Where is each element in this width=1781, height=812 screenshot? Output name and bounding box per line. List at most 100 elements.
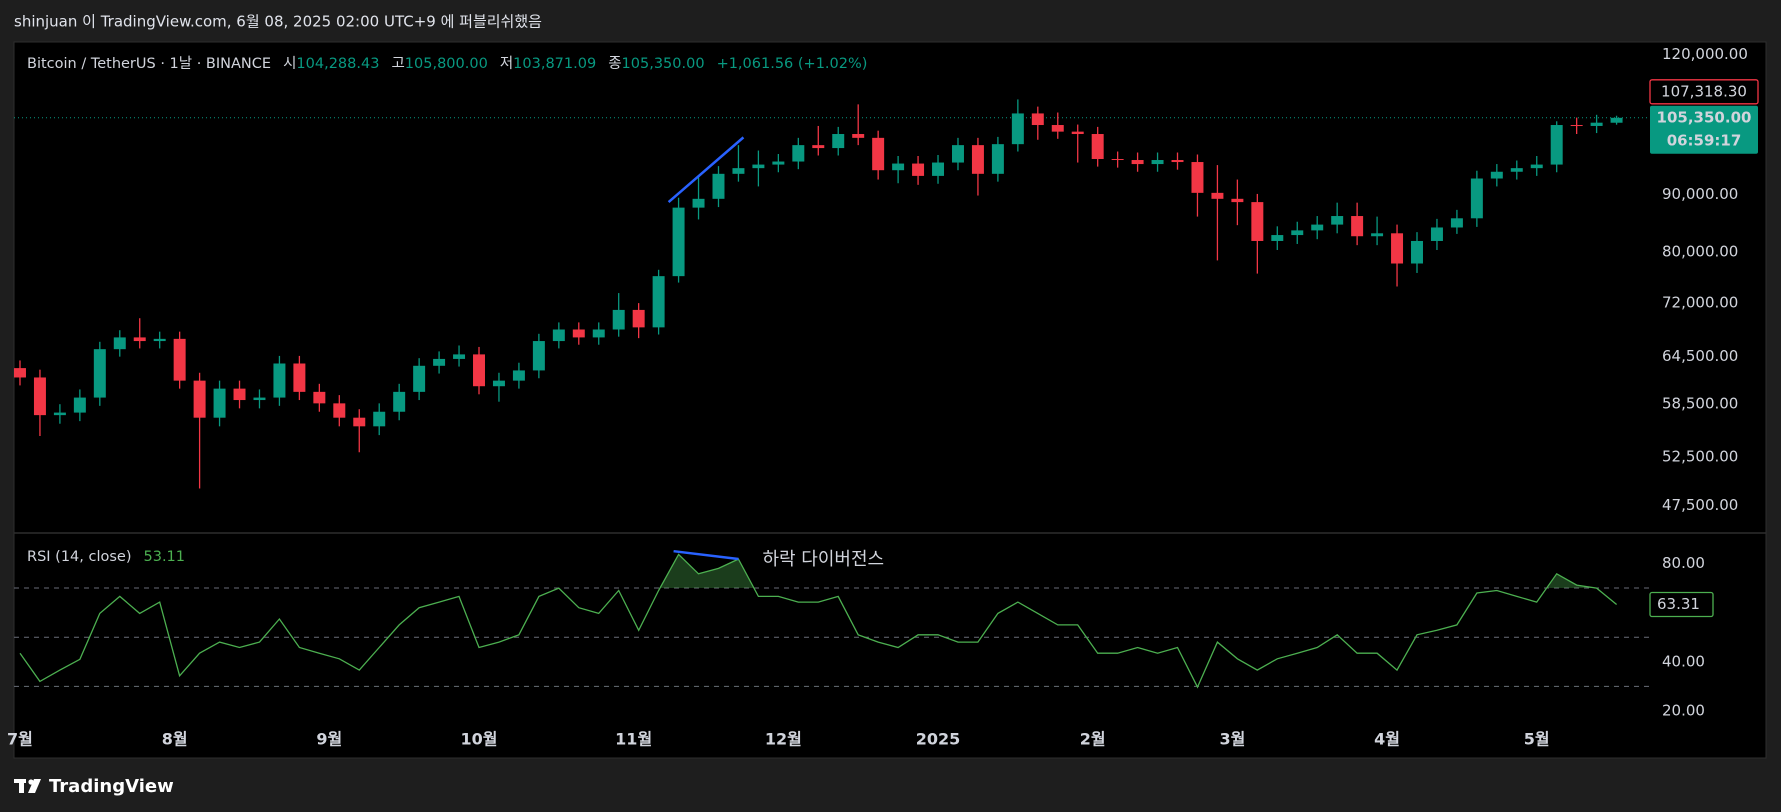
x-tick-label: 2월: [1080, 730, 1106, 749]
price-label: 107,318.30: [1661, 82, 1747, 100]
candle-body: [1191, 162, 1203, 193]
y-tick-label: 120,000.00: [1662, 45, 1748, 63]
x-tick-label: 7월: [7, 730, 33, 749]
y-tick-label: 20.00: [1662, 701, 1705, 719]
candle-body: [1032, 113, 1044, 125]
candle-body: [54, 413, 66, 416]
y-tick-label: 64,500.00: [1662, 347, 1738, 365]
candle-body: [194, 381, 206, 418]
logo-part: [19, 779, 24, 793]
candle-body: [214, 389, 226, 418]
legend-value: 105,350.00: [622, 56, 705, 72]
x-tick-label: 11월: [615, 730, 652, 749]
x-tick-label: 9월: [316, 730, 342, 749]
x-tick-label: 5월: [1524, 730, 1550, 749]
legend-change: +1,061.56 (+1.02%): [717, 56, 868, 72]
candle-body: [1271, 235, 1283, 241]
candle-body: [393, 392, 405, 412]
candle-body: [134, 337, 146, 341]
x-tick-label: 8월: [162, 730, 188, 749]
candle-body: [333, 403, 345, 417]
candle-body: [673, 208, 685, 277]
candle-body: [453, 354, 465, 359]
publish-info: shinjuan 이 TradingView.com, 6월 08, 2025 …: [14, 13, 542, 31]
y-tick-label: 90,000.00: [1662, 185, 1738, 203]
candle-body: [1371, 233, 1383, 236]
candle-body: [1571, 125, 1583, 126]
legend: RSI (14, close) 53.11: [27, 549, 185, 565]
candle-body: [293, 363, 305, 391]
candle-body: [1491, 172, 1503, 179]
legend-value: 53.11: [144, 549, 186, 565]
candle-body: [1172, 160, 1184, 162]
legend: Bitcoin / TetherUS · 1날 · BINANCE 시104,28…: [27, 55, 867, 72]
legend-key: 저: [500, 55, 513, 72]
countdown: 06:59:17: [1667, 131, 1742, 149]
y-tick-label: 40.00: [1662, 652, 1705, 670]
candle-body: [573, 330, 585, 338]
candle-body: [1112, 159, 1124, 160]
candle-body: [812, 145, 824, 148]
candle-body: [1551, 125, 1563, 165]
legend-value: 104,288.43: [296, 56, 379, 72]
candle-body: [154, 339, 166, 341]
legend-key: 시: [283, 56, 296, 72]
candle-body: [832, 134, 844, 148]
chart-panel: [14, 42, 1766, 758]
candle-body: [972, 145, 984, 174]
candle-body: [1251, 202, 1263, 241]
x-tick-label: 2025: [916, 730, 961, 749]
legend-key: 고: [391, 56, 404, 72]
y-tick-label: 80.00: [1662, 554, 1705, 572]
candle-body: [872, 138, 884, 170]
annotation: 하락 다이버전스: [762, 549, 884, 570]
candle-body: [593, 330, 605, 338]
candle-body: [1591, 123, 1603, 126]
candle-body: [772, 162, 784, 165]
candle-body: [373, 412, 385, 427]
candle-body: [613, 310, 625, 330]
candle-body: [1531, 165, 1543, 169]
candle-body: [693, 199, 705, 208]
candle-body: [932, 163, 944, 176]
x-tick-label: 4월: [1374, 730, 1400, 749]
brand: TradingView: [49, 776, 174, 797]
y-tick-label: 80,000.00: [1662, 242, 1738, 260]
y-tick-label: 47,500.00: [1662, 496, 1738, 514]
legend-value: 103,871.09: [513, 56, 596, 72]
x-tick-label: 10월: [461, 730, 498, 749]
candle-body: [174, 339, 186, 381]
candle-body: [114, 337, 126, 349]
candle-body: [553, 330, 565, 342]
candle-body: [1052, 125, 1064, 132]
candle-body: [1012, 113, 1024, 144]
legend-title: Bitcoin / TetherUS · 1날 · BINANCE: [27, 55, 271, 72]
candle-body: [992, 144, 1004, 174]
candle-body: [713, 174, 725, 199]
candle-body: [1431, 227, 1443, 240]
candle-body: [513, 370, 525, 380]
candle-body: [1311, 225, 1323, 231]
candle-body: [1471, 179, 1483, 219]
candle-body: [1451, 218, 1463, 227]
last-value-label: 63.31: [1657, 595, 1700, 613]
candle-body: [313, 392, 325, 403]
candle-body: [1231, 199, 1243, 202]
candle-body: [1611, 118, 1623, 123]
legend-title: RSI (14, close): [27, 549, 132, 565]
candle-body: [234, 389, 246, 400]
y-tick-label: 58,500.00: [1662, 395, 1738, 413]
candle-body: [952, 145, 964, 162]
candle-body: [1331, 216, 1343, 225]
candle-body: [653, 276, 665, 327]
candle-body: [1391, 233, 1403, 263]
candle-body: [273, 363, 285, 397]
candle-body: [94, 349, 106, 397]
candle-body: [1411, 241, 1423, 264]
candle-body: [533, 341, 545, 370]
legend-key: 종: [608, 56, 621, 72]
candle-body: [1132, 160, 1144, 164]
x-tick-label: 12월: [765, 730, 802, 749]
candle-body: [732, 168, 744, 174]
candle-body: [1072, 132, 1084, 134]
